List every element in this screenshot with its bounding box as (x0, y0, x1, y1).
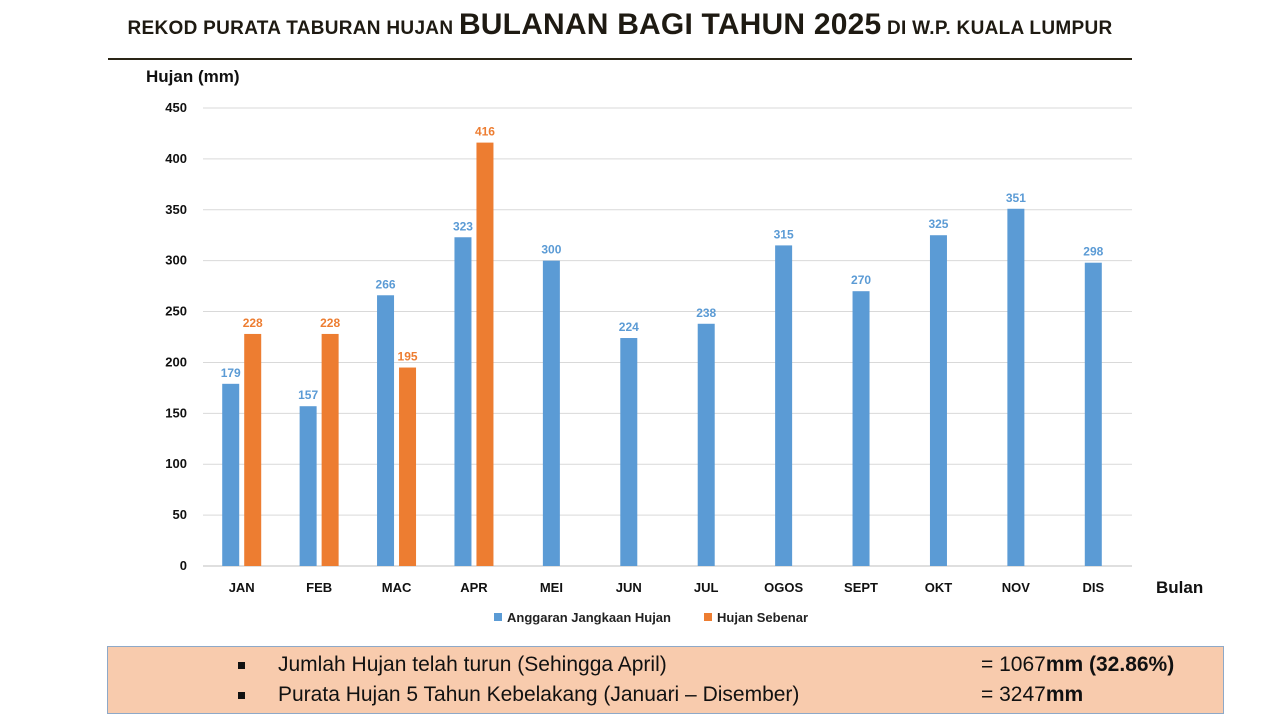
data-label: 157 (298, 388, 318, 402)
x-axis-title: Bulan (1156, 578, 1203, 597)
x-tick-label: DIS (1082, 580, 1104, 595)
y-tick-label: 350 (165, 202, 187, 217)
y-tick-label: 250 (165, 304, 187, 319)
data-label: 325 (928, 217, 948, 231)
bar (1084, 262, 1102, 566)
title-part-1: REKOD PURATA TABURAN HUJAN (127, 18, 459, 39)
bar (697, 323, 715, 566)
bar (775, 245, 793, 566)
bullet-icon (238, 692, 245, 699)
y-tick-label: 100 (165, 456, 187, 471)
x-tick-label: OKT (925, 580, 953, 595)
bar (620, 338, 638, 566)
y-tick-label: 450 (165, 100, 187, 115)
summary-total-value: = 1067mm (32.86%) (981, 653, 1175, 676)
data-label: 179 (221, 366, 241, 380)
data-label: 266 (376, 277, 396, 291)
data-label: 416 (475, 125, 495, 139)
chart-title: REKOD PURATA TABURAN HUJAN BULANAN BAGI … (108, 8, 1132, 46)
summary-box: Jumlah Hujan telah turun (Sehingga April… (107, 646, 1224, 714)
data-label: 238 (696, 306, 716, 320)
x-tick-label: APR (460, 580, 488, 595)
bar (542, 260, 560, 566)
summary-row-average: Purata Hujan 5 Tahun Kebelakang (Januari… (108, 681, 1223, 711)
y-tick-label: 150 (165, 405, 187, 420)
y-axis-title: Hujan (mm) (146, 67, 240, 86)
x-tick-label: OGOS (764, 580, 803, 595)
y-tick-label: 50 (173, 507, 187, 522)
x-tick-label: SEPT (844, 580, 878, 595)
legend-label: Hujan Sebenar (717, 610, 808, 625)
y-tick-label: 400 (165, 151, 187, 166)
bullet-icon (238, 662, 245, 669)
data-label: 195 (398, 350, 418, 364)
title-part-3: DI W.P. KUALA LUMPUR (881, 18, 1113, 39)
bar (321, 333, 339, 566)
x-tick-label: MAC (382, 580, 412, 595)
x-tick-label: JUN (616, 580, 642, 595)
data-label: 351 (1006, 191, 1026, 205)
bar (929, 235, 947, 566)
y-tick-label: 200 (165, 354, 187, 369)
title-underline (108, 58, 1132, 60)
bar (377, 295, 395, 566)
data-label: 300 (541, 243, 561, 257)
summary-row-total: Jumlah Hujan telah turun (Sehingga April… (108, 651, 1223, 681)
data-label: 228 (243, 316, 263, 330)
bar (1007, 208, 1025, 566)
bar (454, 237, 472, 566)
legend-swatch (494, 613, 502, 621)
summary-average-value: = 3247mm (981, 683, 1084, 706)
x-tick-label: NOV (1002, 580, 1031, 595)
data-label: 323 (453, 219, 473, 233)
bar (399, 367, 417, 566)
data-label: 270 (851, 273, 871, 287)
bar (222, 383, 240, 566)
y-tick-label: 0 (180, 558, 187, 573)
bar (852, 291, 870, 566)
x-tick-label: FEB (306, 580, 332, 595)
summary-average-label: Purata Hujan 5 Tahun Kebelakang (Januari… (278, 683, 800, 706)
summary-total-label: Jumlah Hujan telah turun (Sehingga April… (278, 653, 667, 676)
data-label: 315 (774, 227, 794, 241)
x-tick-label: JUL (694, 580, 719, 595)
legend-label: Anggaran Jangkaan Hujan (507, 610, 671, 625)
bar (476, 142, 494, 567)
bar (299, 406, 317, 566)
x-tick-label: JAN (229, 580, 255, 595)
legend-swatch (704, 613, 712, 621)
data-label: 228 (320, 316, 340, 330)
bar-chart: 0 50 100 150 200 250 300 350 400 450 Hujan (mm) Bul… (146, 67, 1203, 625)
title-part-2: BULANAN BAGI TAHUN 2025 (458, 8, 882, 41)
data-label: 224 (619, 320, 639, 334)
data-label: 298 (1083, 245, 1103, 259)
bar (244, 333, 262, 566)
y-tick-label: 300 (165, 253, 187, 268)
x-tick-label: MEI (540, 580, 563, 595)
